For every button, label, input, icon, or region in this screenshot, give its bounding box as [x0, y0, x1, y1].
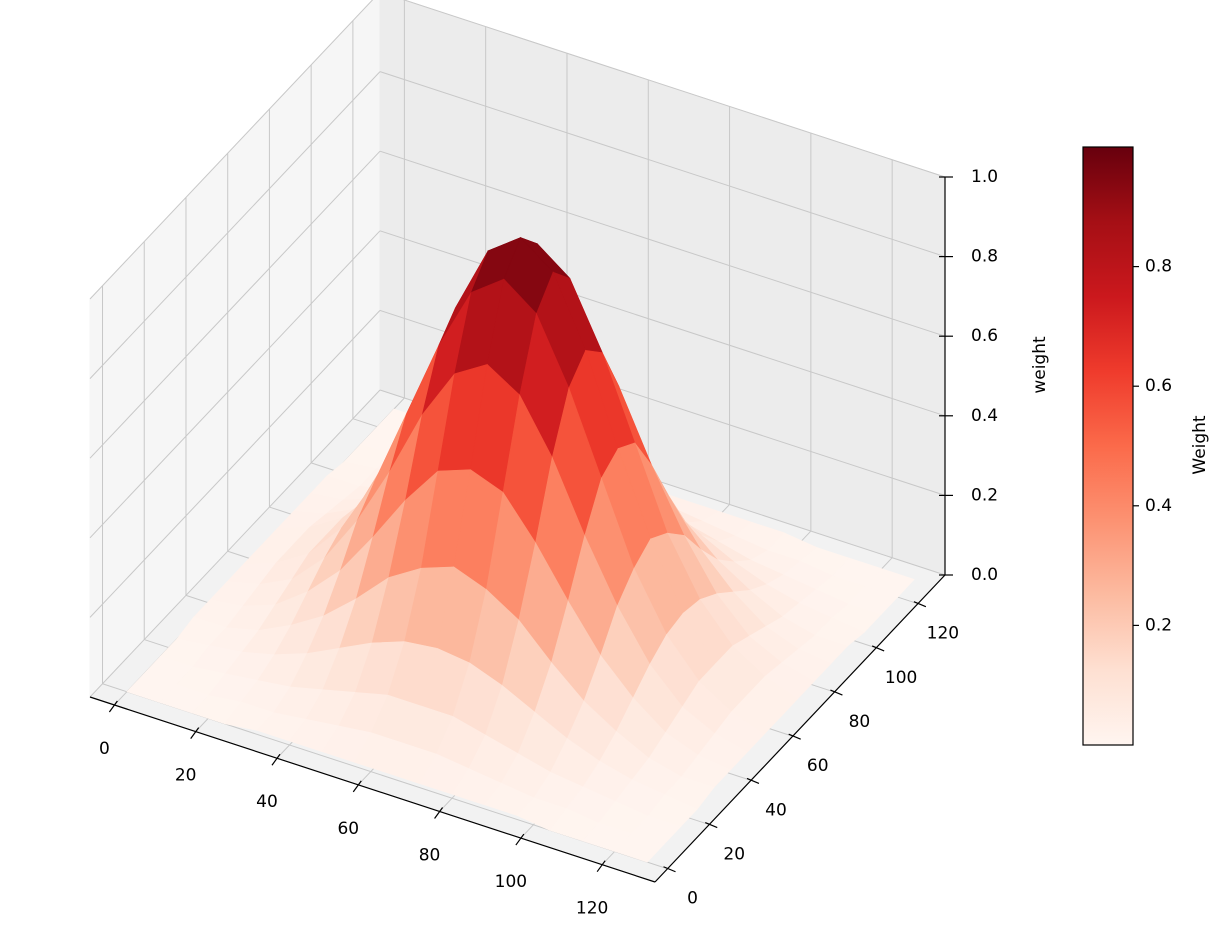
colorbar-tick-label: 0.6: [1145, 376, 1172, 396]
grid-line: [379, 150, 946, 337]
x-tick: [190, 727, 200, 739]
x-tick-label: 100: [495, 872, 527, 892]
y-tick-label: 0: [687, 889, 698, 909]
colorbar-tick-label: 0.8: [1145, 257, 1172, 277]
z-axis-label: weight: [1030, 336, 1050, 394]
z-tick-label: 0.4: [971, 406, 998, 426]
y-tick-label: 60: [807, 756, 829, 776]
x-axis-line: [89, 696, 656, 883]
grid-line: [89, 230, 381, 539]
grid-line: [89, 389, 381, 698]
y-tick-label: 80: [849, 712, 871, 732]
y-tick: [746, 777, 760, 784]
x-tick: [108, 700, 118, 713]
x-tick-label: 60: [337, 819, 359, 839]
z-tick-label: 0.8: [971, 247, 998, 267]
x-tick-label: 20: [175, 766, 197, 786]
x-tick: [596, 860, 606, 873]
y-tick: [830, 689, 843, 696]
grid-line: [402, 0, 946, 178]
grid-line: [89, 71, 381, 379]
x-tick-label: 120: [576, 899, 608, 919]
x-tick: [515, 833, 525, 846]
colorbar-tick-label: 0.2: [1145, 615, 1172, 635]
x-tick: [271, 753, 281, 766]
x-tick: [434, 807, 444, 819]
y-tick-label: 40: [765, 800, 787, 820]
y-tick: [663, 866, 676, 873]
x-tick-label: 0: [99, 739, 110, 759]
x-tick-label: 40: [256, 792, 278, 812]
surface-facet: [614, 833, 665, 863]
grid-line: [379, 71, 946, 258]
grid-line: [89, 0, 374, 300]
colorbar-label: Weight: [1190, 415, 1210, 475]
z-tick-label: 0.2: [971, 485, 998, 505]
z-tick-label: 0.0: [971, 565, 998, 585]
grid-line: [379, 230, 946, 417]
y-tick: [913, 601, 927, 608]
z-tick-label: 0.6: [971, 326, 998, 346]
y-tick: [871, 645, 885, 652]
colorbar-tick-label: 0.4: [1145, 496, 1172, 516]
grid-line: [89, 150, 381, 459]
y-tick-label: 20: [723, 845, 745, 865]
y-tick: [788, 733, 801, 740]
z-tick-label: 1.0: [971, 167, 998, 187]
y-axis-line: [654, 574, 946, 883]
grid-line: [89, 310, 381, 618]
y-tick-label: 100: [885, 668, 917, 688]
x-tick: [352, 780, 362, 793]
colorbar: [1082, 146, 1134, 746]
y-tick-label: 120: [927, 624, 959, 644]
y-tick: [705, 822, 718, 829]
x-tick-label: 80: [419, 845, 441, 865]
